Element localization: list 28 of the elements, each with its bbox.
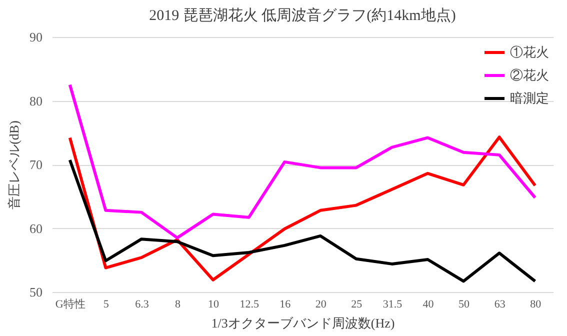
x-tick-label: 5 [103, 298, 110, 310]
y-tick-label: 80 [30, 93, 42, 108]
x-tick-label: 12.5 [240, 298, 260, 310]
x-tick-label: G特性 [55, 298, 86, 310]
x-tick-label: 20 [315, 298, 327, 310]
x-tick-label: 8 [175, 298, 181, 310]
x-tick-label: 31.5 [382, 298, 403, 310]
legend-label: ②花火 [510, 68, 549, 82]
legend-label: 暗測定 [510, 90, 549, 106]
x-tick-label: 63 [494, 298, 506, 310]
legend-label: ①花火 [510, 44, 549, 60]
y-tick-label: 60 [30, 220, 42, 236]
x-tick-label: 50 [458, 298, 470, 310]
line-series [68, 83, 537, 240]
line-series [68, 158, 537, 283]
x-tick-label: 16 [280, 298, 292, 310]
x-tick-label: 6.3 [135, 298, 150, 310]
line-series [68, 136, 537, 282]
x-axis-title: 1/3オクターブバンド周波数(Hz) [211, 316, 395, 330]
y-tick-label: 90 [30, 30, 42, 44]
y-tick-label: 70 [30, 157, 42, 172]
y-tick-label: 50 [30, 284, 42, 300]
x-tick-label: 40 [422, 298, 434, 310]
y-axis-title: 音圧レベル(dB) [6, 120, 22, 210]
x-tick-label: 80 [530, 298, 542, 310]
x-tick-label: 25 [351, 298, 363, 310]
x-tick-label: 10 [208, 298, 220, 310]
chart-title: 2019 琵琶湖花火 低周波音グラフ(約14km地点) [149, 7, 456, 24]
